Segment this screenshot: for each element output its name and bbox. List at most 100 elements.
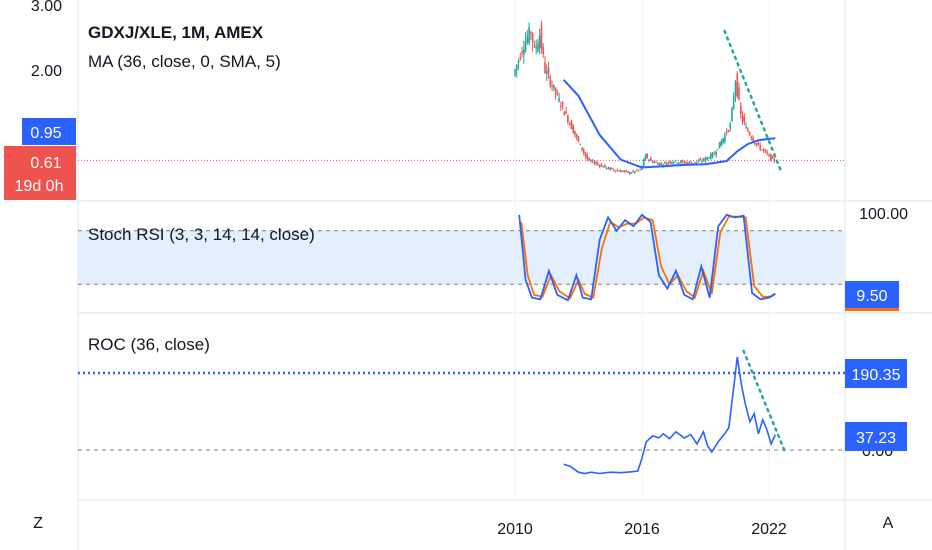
candle-body [644, 154, 647, 161]
candle-body [658, 162, 661, 165]
candle-body [738, 87, 740, 100]
candle-body [593, 162, 596, 165]
candle-body [642, 159, 645, 166]
auto-scale-right-button[interactable]: A [882, 515, 894, 532]
candle-body [669, 161, 672, 163]
stoch-tick-label: 100.00 [859, 206, 908, 223]
candle-body [706, 157, 709, 160]
candle-body [732, 96, 735, 109]
candle-body [702, 158, 705, 160]
stoch-d-marker [845, 308, 899, 311]
price-tick-label: 2.00 [31, 63, 62, 80]
candle-body [630, 172, 633, 174]
candle-body [727, 130, 730, 132]
candle-body [766, 152, 769, 154]
candle-body [736, 73, 739, 97]
ma-line [562, 79, 776, 169]
price-trendline [723, 29, 783, 174]
candles-group [514, 20, 776, 176]
candle-body [715, 151, 717, 156]
candle-body [672, 161, 675, 164]
candle-body [607, 167, 610, 169]
candle-body [590, 160, 592, 162]
candle-body [582, 149, 585, 154]
candle-body [519, 56, 522, 60]
candle-body [743, 116, 746, 123]
candle-body [567, 115, 569, 123]
candle-body [653, 162, 656, 164]
candle-body [545, 71, 548, 74]
candle-body [681, 160, 684, 162]
roc-legend: ROC (36, close) [88, 335, 210, 354]
last-price-text: 0.61 [30, 155, 61, 172]
candle-body [769, 153, 772, 161]
candle-body [729, 123, 731, 129]
last-price-badge [4, 146, 76, 200]
candle-body [632, 170, 634, 172]
candle-body [605, 167, 608, 169]
auto-scale-left-button[interactable]: Z [33, 515, 43, 532]
candle-body [612, 169, 615, 171]
candle-body [722, 138, 724, 143]
candle-body [651, 161, 654, 163]
candle-body [528, 26, 530, 44]
candle-body [554, 87, 557, 94]
candle-body [523, 49, 525, 56]
candle-body [683, 162, 686, 164]
candle-body [595, 162, 597, 164]
candle-body [570, 120, 573, 130]
candle-body [762, 148, 765, 151]
candle-body [556, 93, 559, 95]
candle-body [718, 141, 721, 149]
candle-body [711, 152, 714, 157]
candle-body [616, 170, 619, 172]
candle-body [604, 164, 606, 168]
candle-body [655, 161, 657, 163]
candle-body [750, 136, 753, 139]
candle-body [515, 64, 518, 71]
countdown-text: 19d 0h [15, 178, 64, 195]
roc-line [563, 356, 777, 475]
candle-body [671, 161, 673, 164]
price-legend-title: GDXJ/XLE, 1M, AMEX [88, 23, 264, 42]
stoch-legend: Stoch RSI (3, 3, 14, 14, close) [88, 225, 315, 244]
candle-body [517, 60, 520, 64]
candle-body [561, 102, 564, 106]
candle-body [620, 170, 622, 173]
candle-body [708, 157, 710, 159]
candle-body [565, 111, 567, 114]
candle-body [537, 43, 539, 52]
candle-body [717, 149, 719, 151]
candle-body [600, 164, 603, 167]
candle-body [547, 67, 550, 74]
candle-body [747, 128, 749, 132]
roc-ref-badge [845, 359, 907, 388]
candle-body [611, 167, 613, 170]
candle-body [584, 152, 587, 157]
candle-body [678, 162, 680, 164]
candle-body [724, 134, 726, 142]
roc-trendline [742, 349, 788, 456]
stoch-value-badge [845, 281, 899, 310]
candle-body [685, 161, 687, 163]
candle-body [764, 150, 767, 152]
candle-body [725, 131, 728, 133]
candle-body [674, 160, 677, 162]
candle-body [588, 158, 590, 160]
candle-body [768, 155, 770, 157]
candle-body [533, 45, 536, 47]
candle-body [761, 149, 763, 151]
candle-body [558, 97, 560, 102]
candle-body [639, 169, 642, 171]
candle-body [699, 159, 702, 161]
candle-body [694, 161, 696, 163]
candle-body [521, 51, 523, 54]
candle-body [577, 136, 580, 142]
candle-body [535, 46, 537, 49]
candle-body [574, 130, 576, 135]
candle-body [741, 114, 744, 122]
candle-body [524, 41, 527, 52]
roc-ref-text: 190.35 [852, 367, 901, 384]
x-tick-label: 2016 [624, 521, 660, 538]
